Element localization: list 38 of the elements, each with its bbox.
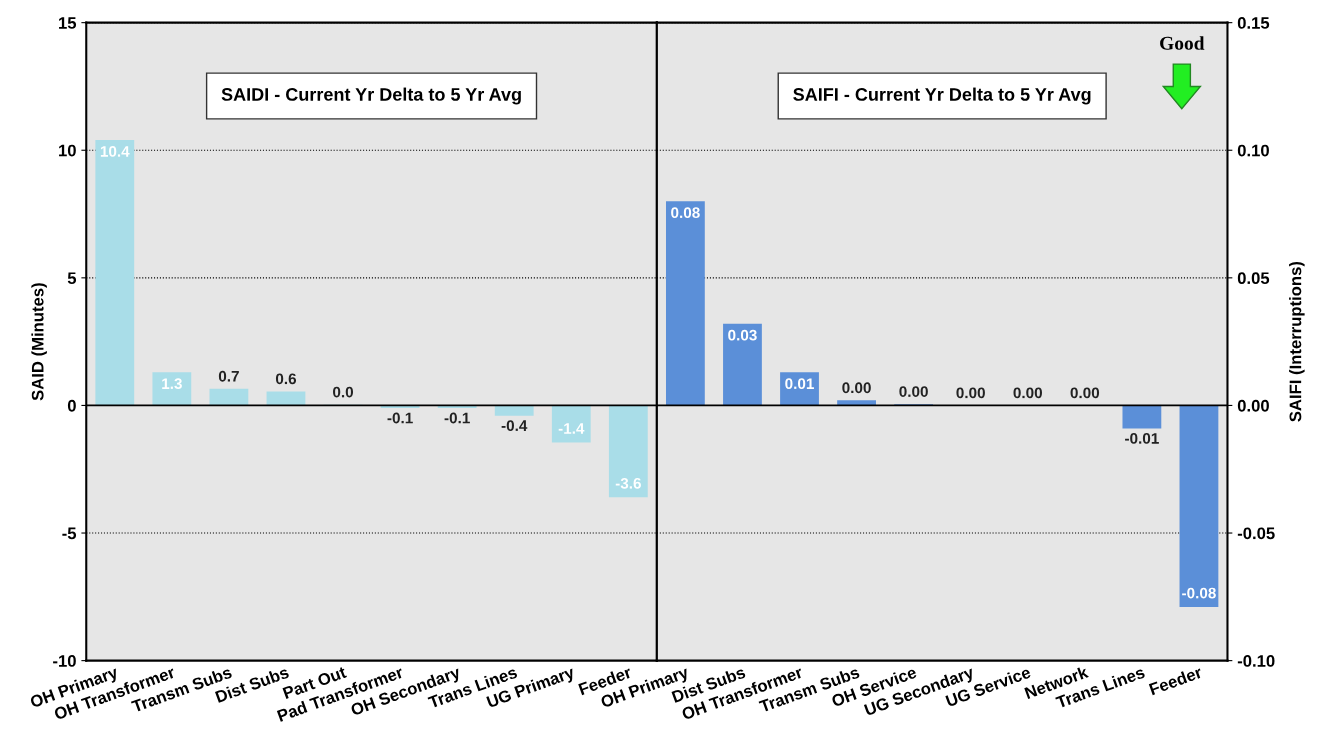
- y2-tick-label: 0.00: [1237, 399, 1269, 412]
- data-label: -0.01: [1125, 432, 1159, 444]
- data-label: 1.3: [162, 378, 182, 390]
- annotation: SAIFI - Current Yr Delta to 5 Yr Avg: [793, 87, 1091, 105]
- data-label: -0.1: [387, 412, 413, 424]
- y2-axis-title: SAIFI (Interruptions): [1289, 261, 1305, 422]
- data-label: 0.00: [842, 382, 871, 394]
- data-label: 0.01: [785, 378, 814, 390]
- y2-tick-label: 0.10: [1237, 144, 1269, 157]
- data-label: 0.0: [333, 386, 354, 398]
- data-label: 0.00: [899, 386, 928, 397]
- y2-tick-label: 0.05: [1237, 272, 1270, 285]
- y2-tick-label: -0.05: [1237, 527, 1275, 540]
- data-label: 0.00: [1013, 387, 1042, 399]
- data-label: -0.1: [444, 412, 470, 424]
- data-label: -0.08: [1182, 587, 1216, 599]
- data-label: 0.08: [671, 207, 700, 219]
- y-tick-label: 5: [67, 272, 77, 285]
- y-tick-label: 10: [59, 144, 76, 157]
- data-label: -0.4: [501, 420, 528, 432]
- y2-tick-label: -0.10: [1237, 655, 1275, 667]
- y-tick-label: -10: [53, 655, 76, 667]
- y-axis-title: SAID (Minutes): [31, 283, 47, 401]
- data-label: 0.03: [728, 329, 757, 341]
- data-label: 0.00: [956, 387, 985, 399]
- y2-tick-label: 0.15: [1237, 17, 1270, 29]
- data-label: 0.00: [1070, 387, 1100, 399]
- data-label: 10.4: [100, 146, 130, 157]
- y-tick-label: 15: [59, 17, 77, 29]
- x-tick-label: Feeder: [1148, 665, 1203, 696]
- data-label: 0.7: [218, 370, 239, 382]
- data-label: 0.6: [275, 373, 297, 385]
- y-tick-label: -5: [62, 527, 77, 540]
- y-tick-label: 0: [67, 399, 76, 412]
- annotation: SAIDI - Current Yr Delta to 5 Yr Avg: [221, 87, 521, 105]
- annotation: Good: [1160, 36, 1205, 50]
- data-label: -3.6: [615, 477, 641, 489]
- data-label: -1.4: [558, 423, 585, 434]
